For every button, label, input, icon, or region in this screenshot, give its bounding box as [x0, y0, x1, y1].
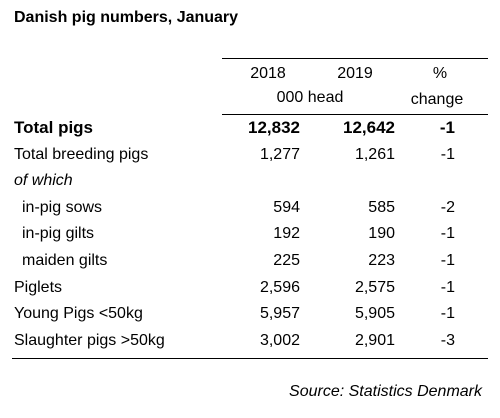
title: Danish pig numbers, January	[14, 9, 239, 26]
unit-header: 000 head	[276, 89, 344, 106]
row-label: Slaughter pigs >50kg	[14, 331, 165, 349]
cell: 225	[273, 252, 300, 269]
column-header: %	[432, 65, 448, 82]
row-label: Total pigs	[14, 118, 94, 137]
cell: -1	[440, 305, 455, 323]
unit-header: change	[410, 91, 464, 108]
cell: 223	[368, 252, 395, 269]
cell: 3,002	[259, 331, 300, 349]
row-label: maiden gilts	[22, 252, 108, 269]
cell: 2,575	[354, 278, 395, 296]
cell: 12,642	[343, 118, 395, 137]
row-label: in-pig sows	[22, 198, 103, 216]
cell: 1,261	[354, 145, 395, 163]
cell: 5,905	[354, 305, 395, 323]
rule	[222, 114, 488, 115]
cell: 5,957	[259, 305, 300, 323]
rule	[222, 58, 488, 59]
column-header: 2019	[337, 65, 373, 82]
cell: 2,901	[354, 331, 395, 349]
cell: -2	[440, 198, 455, 216]
source: Source: Statistics Denmark	[289, 383, 482, 400]
column-header: 2018	[250, 65, 286, 82]
row-label: in-pig gilts	[22, 225, 95, 243]
cell: 594	[273, 198, 300, 216]
row-label: of which	[14, 172, 73, 190]
cell: -3	[440, 331, 455, 349]
cell: -1	[439, 118, 455, 137]
cell: -1	[440, 225, 455, 243]
cell: 12,832	[248, 118, 300, 137]
cell: -1	[440, 252, 455, 269]
cell: 2,596	[259, 278, 300, 296]
rule	[12, 358, 488, 359]
cell: 1,277	[259, 145, 300, 163]
row-label: Young Pigs <50kg	[14, 305, 143, 323]
cell: -1	[440, 278, 455, 296]
cell: -1	[440, 145, 455, 163]
cell: 190	[368, 225, 395, 243]
row-label: Piglets	[14, 278, 63, 296]
row-label: Total breeding pigs	[14, 145, 149, 163]
cell: 192	[273, 225, 300, 243]
cell: 585	[368, 198, 395, 216]
